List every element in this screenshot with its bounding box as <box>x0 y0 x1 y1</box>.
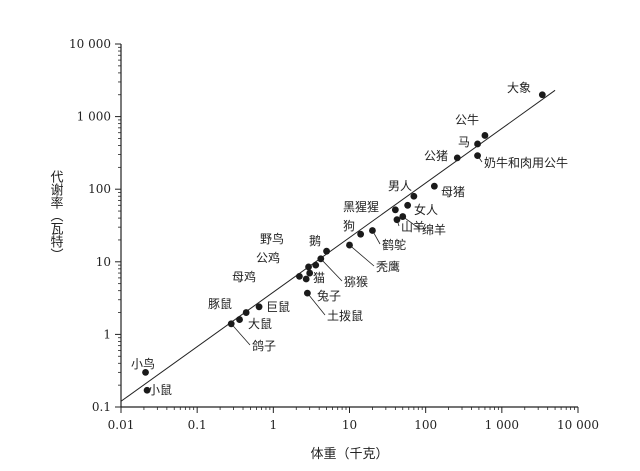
x-tick-label: 10 <box>342 418 357 432</box>
point-label: 鸽子 <box>252 338 276 353</box>
data-point <box>323 247 330 255</box>
x-tick-label: 0.1 <box>188 418 207 432</box>
data-point <box>236 316 243 323</box>
point-label: 母鸡 <box>232 269 256 284</box>
y-axis-title: 代谢率（瓦特） <box>48 170 64 261</box>
x-tick-label: 10 000 <box>557 418 599 432</box>
point-label: 黑猩猩 <box>343 199 379 214</box>
fit-line <box>120 89 556 402</box>
point-label: 野鸟 <box>260 231 284 246</box>
data-point <box>393 216 401 224</box>
point-label: 猫 <box>313 271 325 285</box>
data-point <box>305 263 312 271</box>
point-label: 小鸟 <box>131 356 155 371</box>
data-point <box>317 255 325 263</box>
point-label: 猕猴 <box>344 275 368 289</box>
point-label: 土拨鼠 <box>327 309 363 323</box>
y-tick-label: 0.1 <box>92 400 111 414</box>
y-tick-label: 1 <box>103 327 111 341</box>
data-point <box>227 320 235 328</box>
point-label: 奶牛和肉用公牛 <box>484 155 568 170</box>
data-point <box>143 386 151 394</box>
point-label: 公牛 <box>455 112 479 127</box>
y-tick-label: 1 000 <box>77 110 111 124</box>
data-point <box>481 132 489 139</box>
point-label: 兔子 <box>317 288 341 303</box>
data-point <box>142 368 149 376</box>
x-axis-title: 体重（千克） <box>310 446 388 462</box>
point-label: 绵羊 <box>422 222 446 237</box>
point-label: 大象 <box>507 81 531 95</box>
data-point <box>306 269 314 277</box>
point-label: 鹤鸵 <box>382 237 406 252</box>
data-point <box>369 227 376 234</box>
data-point <box>242 309 250 316</box>
leader-line <box>402 216 421 230</box>
data-point <box>404 201 412 209</box>
y-ticks: 0.1 1 10 100 1 000 10 000 <box>69 37 121 414</box>
point-label: 狗 <box>343 219 355 233</box>
data-point <box>303 289 311 297</box>
point-label: 山羊 <box>401 219 425 234</box>
point-label: 豚鼠 <box>208 297 232 311</box>
point-label: 巨鼠 <box>266 300 290 314</box>
leader-line <box>320 258 343 282</box>
point-label: 鹅 <box>309 234 321 248</box>
point-label: 公鸡 <box>256 250 280 265</box>
data-point <box>391 206 399 214</box>
point-label: 公猪 <box>424 149 448 163</box>
data-points <box>142 91 546 394</box>
data-point <box>346 241 353 249</box>
y-tick-label: 100 <box>88 182 111 196</box>
data-point <box>453 154 461 162</box>
data-point <box>410 192 418 200</box>
x-tick-label: 0.01 <box>108 418 135 432</box>
data-point <box>474 140 481 148</box>
point-label: 女人 <box>414 202 438 217</box>
point-label: 母猪 <box>441 185 465 199</box>
leader-line <box>349 244 375 267</box>
x-tick-label: 1 000 <box>485 418 519 432</box>
data-point <box>302 275 310 283</box>
x-tick-label: 100 <box>414 418 437 432</box>
data-point <box>399 213 407 220</box>
data-point <box>296 272 303 280</box>
data-point <box>312 261 320 269</box>
x-ticks: 0.01 0.1 1 10 100 1 000 10 000 <box>108 407 599 432</box>
trendline-layer <box>120 89 556 402</box>
point-label: 大鼠 <box>248 317 272 331</box>
data-point <box>538 91 546 99</box>
point-label: 小鼠 <box>148 383 172 397</box>
data-point <box>357 230 365 238</box>
data-point <box>255 303 263 311</box>
data-point <box>474 152 481 160</box>
data-point <box>430 182 438 190</box>
y-tick-label: 10 <box>96 255 111 269</box>
point-label: 马 <box>458 135 470 149</box>
point-label: 秃鹰 <box>376 259 400 274</box>
y-tick-label: 10 000 <box>69 37 111 51</box>
point-label: 男人 <box>388 179 412 193</box>
x-tick-label: 1 <box>270 418 278 432</box>
leader-line <box>230 323 251 346</box>
leader-line <box>307 292 326 316</box>
